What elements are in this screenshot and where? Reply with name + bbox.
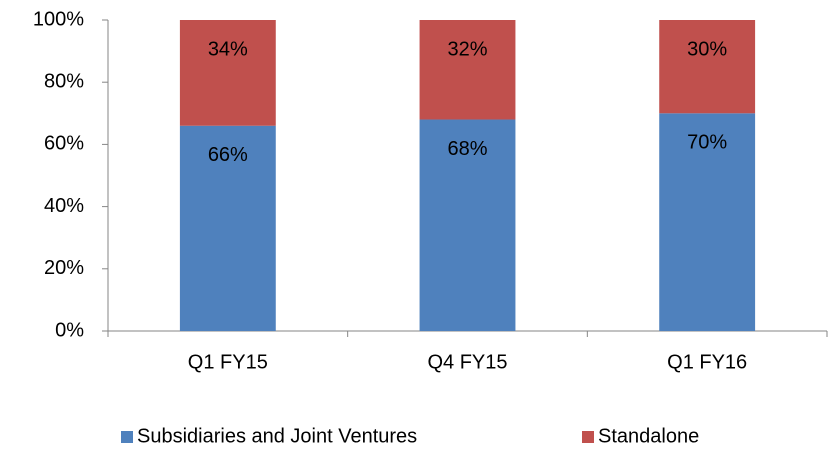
data-label: 70% (687, 132, 727, 154)
data-label: 32% (447, 38, 487, 60)
x-tick-label: Q1 FY15 (188, 351, 268, 373)
bar-segment (179, 125, 276, 332)
y-tick-label: 80% (44, 70, 84, 92)
x-tick-label: Q4 FY15 (427, 351, 507, 373)
y-tick-label: 100% (33, 8, 84, 30)
y-tick-label: 0% (55, 319, 84, 341)
y-tick-label: 40% (44, 195, 84, 217)
legend-label: Subsidiaries and Joint Ventures (137, 425, 417, 447)
data-label: 68% (447, 138, 487, 160)
data-label: 34% (208, 38, 248, 60)
legend-label: Standalone (598, 425, 699, 447)
y-tick-label: 20% (44, 257, 84, 279)
y-tick-label: 60% (44, 133, 84, 155)
legend-swatch (582, 431, 594, 443)
x-tick-label: Q1 FY16 (667, 351, 747, 373)
data-label: 30% (687, 38, 727, 60)
data-label: 66% (208, 144, 248, 166)
bar-segment (419, 20, 516, 120)
bar-segment (659, 113, 756, 331)
bar-segment (179, 20, 276, 126)
legend-swatch (121, 431, 133, 443)
bar-segment (419, 119, 516, 332)
bar-segment (659, 20, 756, 114)
